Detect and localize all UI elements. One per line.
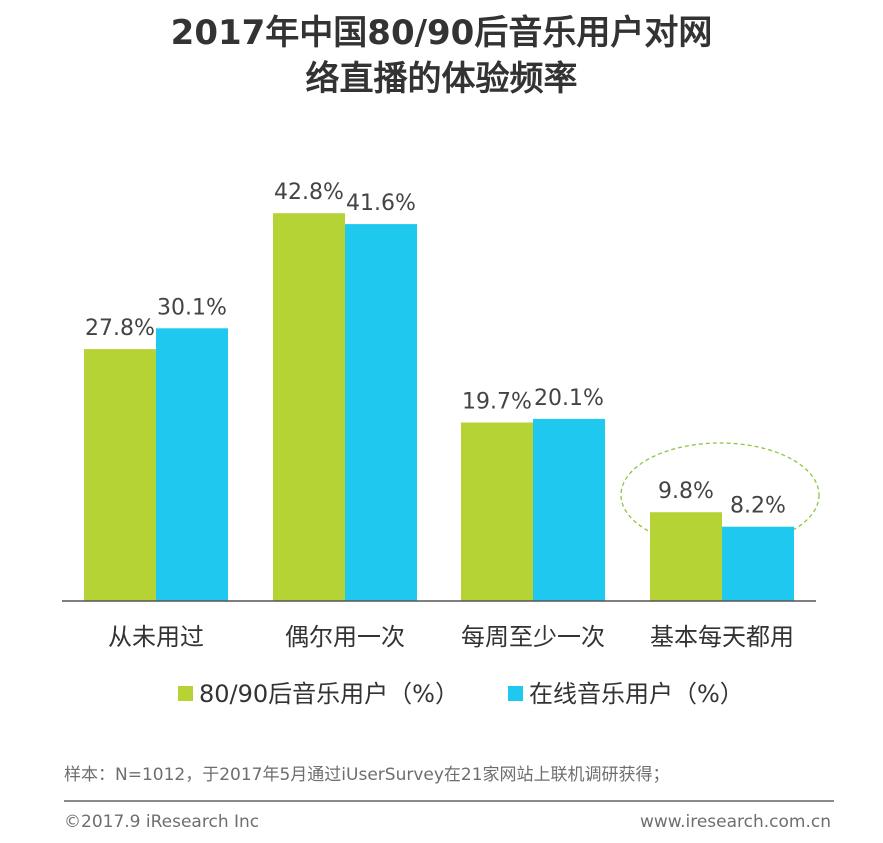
sample-note: 样本：N=1012，于2017年5月通过iUserSurvey在21家网站上联机… (64, 765, 670, 785)
bar-series1-3 (650, 512, 722, 601)
bar-series1-0 (84, 349, 156, 601)
category-label-0: 从未用过 (108, 623, 204, 651)
legend-swatch-1 (178, 686, 193, 701)
data-label-series1-1: 42.8% (274, 180, 344, 205)
chart-title: 2017年中国80/90后音乐用户对网 络直播的体验频率 (0, 10, 883, 102)
website-link[interactable]: www.iresearch.com.cn (639, 812, 831, 832)
chart-title-line-2: 络直播的体验频率 (305, 59, 578, 99)
data-label-series1-0: 27.8% (85, 316, 155, 341)
footer-divider (64, 800, 834, 802)
legend-label-2: 在线音乐用户（%） (529, 680, 744, 708)
legend-label-1: 80/90后音乐用户（%） (199, 680, 459, 708)
data-label-series2-1: 41.6% (346, 191, 416, 216)
bar-series2-3 (722, 526, 794, 601)
bar-series2-1 (345, 224, 417, 601)
category-label-1: 偶尔用一次 (285, 623, 405, 651)
copyright-text: ©2017.9 iResearch Inc (64, 812, 260, 832)
data-label-series2-2: 20.1% (534, 386, 604, 411)
category-label-3: 基本每天都用 (650, 623, 794, 651)
chart-title-line-1: 2017年中国80/90后音乐用户对网 (170, 13, 713, 53)
category-label-2: 每周至少一次 (461, 623, 605, 651)
bar-series2-2 (533, 418, 605, 601)
data-label-series1-3: 9.8% (658, 479, 714, 504)
bar-series1-2 (461, 422, 533, 601)
bar-series1-1 (273, 213, 345, 601)
data-label-series2-3: 8.2% (730, 494, 786, 519)
bar-series2-0 (156, 328, 228, 601)
data-label-series2-0: 30.1% (157, 295, 227, 320)
legend-swatch-2 (508, 686, 523, 701)
data-label-series1-2: 19.7% (462, 390, 532, 415)
bar-chart: 27.8% 42.8% 19.7% 9.8% 30.1% 41.6% 20.1% 8.2% 从未… (62, 180, 820, 708)
